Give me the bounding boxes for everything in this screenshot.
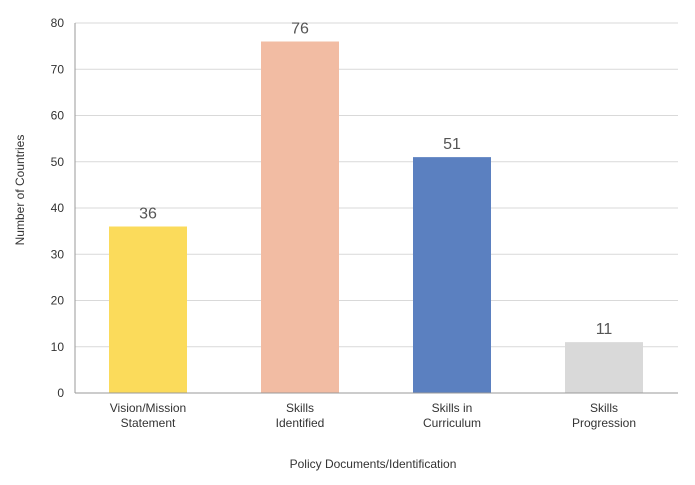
x-axis-title: Policy Documents/Identification	[290, 457, 457, 471]
data-label: 11	[596, 321, 613, 338]
y-tick-label: 0	[57, 386, 64, 400]
x-tick-label: Identified	[276, 416, 325, 430]
data-label: 51	[443, 136, 461, 153]
x-tick-label: Progression	[572, 416, 636, 430]
y-tick-label: 80	[51, 16, 65, 30]
axes	[74, 23, 678, 394]
data-labels: 36 76 51 11	[139, 21, 612, 339]
y-tick-label: 20	[51, 294, 65, 308]
y-tick-labels: 0 10 20 30 40 50 60 70 80	[51, 16, 65, 400]
y-tick-label: 70	[51, 62, 65, 76]
x-tick-label: Statement	[121, 416, 176, 430]
x-tick-label: Skills	[286, 401, 314, 415]
y-tick-label: 60	[51, 109, 65, 123]
data-label: 76	[291, 21, 309, 38]
data-label: 36	[139, 206, 157, 223]
y-tick-label: 10	[51, 340, 65, 354]
bar	[413, 157, 491, 393]
x-tick-label: Curriculum	[423, 416, 481, 430]
x-tick-label: Skills in	[432, 401, 473, 415]
bars	[109, 41, 643, 393]
bar	[109, 226, 187, 393]
x-tick-label: Skills	[590, 401, 618, 415]
bar	[261, 41, 339, 393]
bar	[565, 342, 643, 393]
y-tick-label: 50	[51, 155, 65, 169]
x-tick-label: Vision/Mission	[110, 401, 186, 415]
y-tick-label: 30	[51, 247, 65, 261]
y-tick-label: 40	[51, 201, 65, 215]
y-axis-title: Number of Countries	[13, 135, 27, 246]
x-tick-labels: Vision/MissionStatementSkillsIdentifiedS…	[110, 401, 636, 430]
